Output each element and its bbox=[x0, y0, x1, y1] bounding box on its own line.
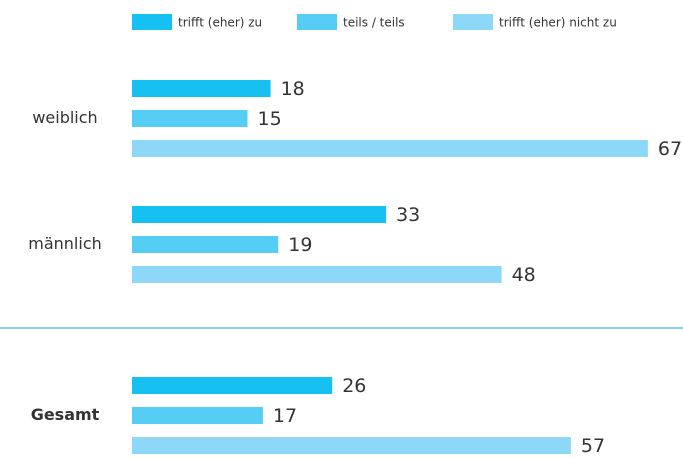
value-label: 57 bbox=[581, 435, 605, 457]
value-label: 26 bbox=[342, 375, 366, 397]
value-label: 19 bbox=[288, 234, 312, 256]
bar bbox=[132, 236, 279, 253]
category-label: männlich bbox=[28, 234, 102, 253]
bar bbox=[132, 206, 387, 223]
bar bbox=[132, 266, 502, 283]
bar bbox=[132, 140, 648, 157]
value-label: 17 bbox=[273, 405, 297, 427]
bar bbox=[132, 437, 571, 454]
bar bbox=[132, 80, 271, 97]
bar bbox=[132, 110, 248, 127]
legend-label: trifft (eher) zu bbox=[178, 16, 262, 30]
legend-swatch bbox=[132, 14, 172, 30]
value-label: 18 bbox=[281, 78, 305, 100]
value-label: 67 bbox=[658, 138, 682, 160]
legend-label: trifft (eher) nicht zu bbox=[499, 16, 617, 30]
category-label: Gesamt bbox=[31, 405, 100, 424]
value-label: 48 bbox=[512, 264, 536, 286]
legend-label: teils / teils bbox=[343, 16, 405, 30]
value-label: 15 bbox=[258, 108, 282, 130]
bar bbox=[132, 377, 333, 394]
value-label: 33 bbox=[396, 204, 420, 226]
category-label: weiblich bbox=[32, 108, 97, 127]
bar bbox=[132, 407, 263, 424]
legend-swatch bbox=[297, 14, 337, 30]
legend-swatch bbox=[453, 14, 493, 30]
